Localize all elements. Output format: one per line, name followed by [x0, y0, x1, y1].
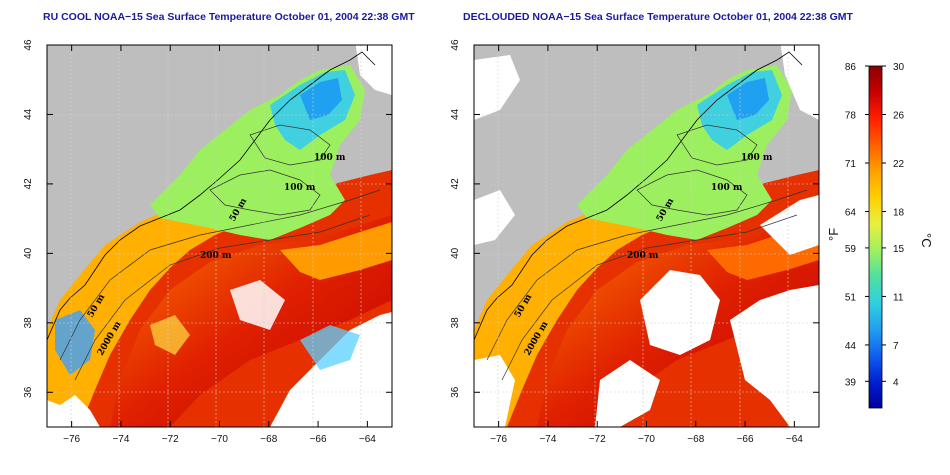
- fahrenheit-tick-label: 86: [845, 62, 857, 73]
- axis-ticks: −76 −74 −72 −70 −68 −66 −64 36 38 40 42 44 46 −76 −74 −…: [23, 39, 819, 445]
- lon-tick-label: −68: [687, 434, 704, 445]
- fahrenheit-tick-label: 39: [845, 377, 857, 388]
- fahrenheit-tick-label: 59: [845, 244, 857, 255]
- lon-tick-label: −76: [490, 434, 507, 445]
- contour-label: 200 m: [200, 251, 232, 261]
- celsius-tick-label: 18: [893, 208, 905, 219]
- celsius-tick-label: 4: [893, 377, 899, 388]
- grid-lines: [47, 45, 392, 427]
- lon-tick-label: −74: [112, 434, 129, 445]
- fahrenheit-tick-label: 44: [845, 341, 857, 352]
- right-map: 100 m 100 m 50 m 200 m 50 m 2000 m: [474, 45, 819, 427]
- lon-tick-label: −72: [589, 434, 606, 445]
- lat-tick-label: 44: [23, 108, 34, 120]
- bathymetry-contours: [486, 124, 808, 381]
- coastline: [474, 51, 803, 341]
- lon-tick-label: −70: [211, 434, 228, 445]
- lat-tick-label: 42: [23, 178, 34, 190]
- contour-label: 200 m: [627, 251, 659, 261]
- lat-tick-label: 40: [450, 247, 461, 259]
- lon-tick-label: −74: [539, 434, 556, 445]
- colorbar: [868, 65, 883, 409]
- contour-label: 100 m: [741, 153, 773, 163]
- fahrenheit-tick-label: 78: [845, 111, 857, 122]
- lon-tick-label: −66: [737, 434, 754, 445]
- right-map-title: DECLOUDED NOAA−15 Sea Surface Temperatur…: [463, 11, 853, 23]
- left-map-title: RU COOL NOAA−15 Sea Surface Temperature …: [43, 11, 415, 23]
- celsius-tick-label: 7: [893, 341, 899, 352]
- grid-lines: [474, 45, 819, 427]
- lat-tick-label: 38: [450, 317, 461, 329]
- cold-core: [727, 78, 769, 120]
- shelf-water: [474, 190, 697, 427]
- lon-tick-label: −76: [63, 434, 80, 445]
- lon-tick-label: −64: [359, 434, 376, 445]
- coastline: [47, 51, 376, 341]
- lat-tick-label: 38: [23, 317, 34, 329]
- fahrenheit-unit-label: °F: [826, 228, 841, 241]
- fahrenheit-tick-label: 51: [845, 292, 857, 303]
- lat-tick-label: 46: [450, 39, 461, 51]
- lat-tick-label: 42: [450, 178, 461, 190]
- celsius-tick-label: 22: [893, 159, 905, 170]
- fahrenheit-tick-label: 71: [845, 159, 857, 170]
- shelf-water: [47, 190, 270, 427]
- lon-tick-label: −72: [162, 434, 179, 445]
- contour-label: 100 m: [711, 183, 743, 193]
- clouds: [47, 45, 392, 427]
- contour-label: 100 m: [314, 153, 346, 163]
- lat-tick-label: 46: [23, 39, 34, 51]
- lon-tick-label: −70: [638, 434, 655, 445]
- no-data-masks: [474, 45, 819, 427]
- lat-tick-label: 44: [450, 108, 461, 120]
- celsius-unit-label: °C: [919, 233, 934, 248]
- lon-tick-label: −64: [786, 434, 803, 445]
- fahrenheit-tick-label: 64: [845, 208, 857, 219]
- celsius-tick-label: 11: [893, 292, 904, 303]
- lat-tick-label: 36: [23, 386, 34, 398]
- bathymetry-contours: [59, 124, 381, 381]
- lon-tick-label: −66: [310, 434, 327, 445]
- lat-tick-label: 36: [450, 386, 461, 398]
- celsius-tick-label: 15: [893, 244, 905, 255]
- cold-core: [300, 78, 342, 120]
- left-map: 100 m 100 m 50 m 200 m 50 m 2000 m: [47, 45, 392, 427]
- celsius-tick-label: 26: [893, 111, 905, 122]
- lat-tick-label: 40: [23, 247, 34, 259]
- lon-tick-label: −68: [260, 434, 277, 445]
- contour-label: 100 m: [284, 183, 316, 193]
- celsius-tick-label: 30: [893, 62, 905, 73]
- slope-water: [280, 222, 392, 280]
